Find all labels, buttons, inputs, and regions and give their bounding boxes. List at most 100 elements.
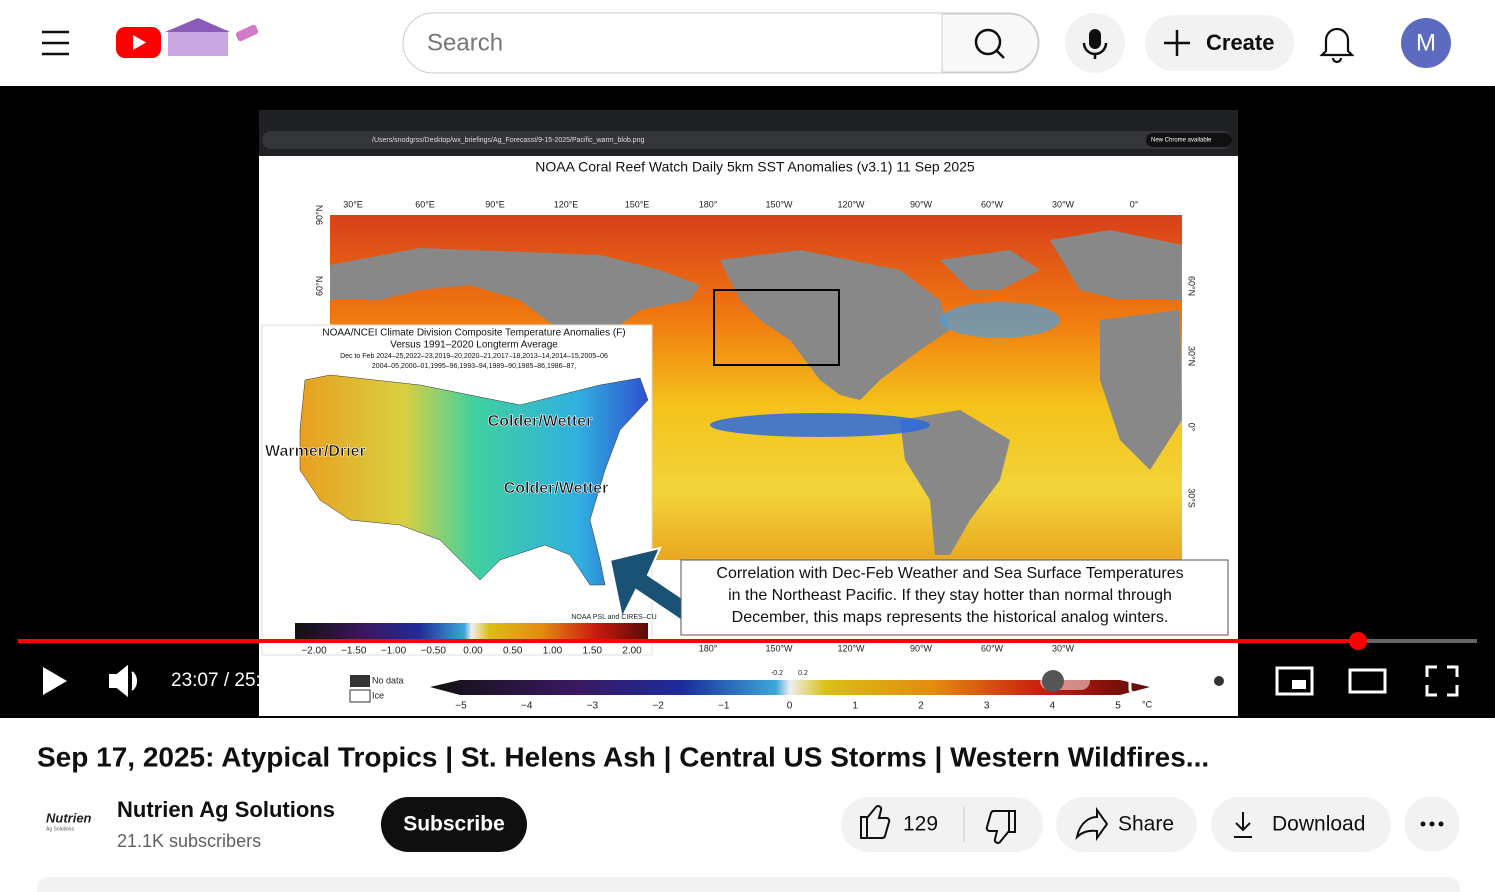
- sst-scale-label: 1: [852, 701, 858, 712]
- inset-scale-label: −1.00: [381, 646, 407, 657]
- channel-logo-text: Nutrien: [46, 810, 92, 825]
- longitude-label: 120°W: [837, 199, 865, 209]
- sst-unit: °C: [1142, 699, 1153, 709]
- longitude-label: 90°E: [485, 199, 505, 209]
- sst-colorbar: [430, 680, 1150, 695]
- sst-small-label: -0.2: [771, 670, 783, 677]
- menu-button[interactable]: [42, 30, 69, 56]
- search-icon: [974, 28, 1002, 56]
- subscribe-button[interactable]: [381, 797, 527, 852]
- dislike-button[interactable]: [985, 810, 1016, 844]
- theater-button[interactable]: [1348, 668, 1387, 694]
- sst-scale-label: 2: [918, 701, 924, 712]
- ice-swatch: [349, 689, 371, 703]
- miniplayer-button[interactable]: [1275, 666, 1314, 696]
- search-box[interactable]: [402, 12, 1040, 74]
- longitude-label: 30°E: [343, 199, 363, 209]
- cc-button[interactable]: [1128, 667, 1164, 695]
- logo[interactable]: [116, 18, 259, 58]
- longitude-label: 60°W: [981, 643, 1004, 653]
- url: /Users/snodgrss/Desktop/wx_briefings/Ag_…: [372, 137, 644, 144]
- create-button[interactable]: [1145, 15, 1294, 71]
- sst-scale-label: −4: [521, 701, 533, 712]
- like-button[interactable]: [860, 805, 891, 839]
- sst-scale-label: −1: [718, 701, 730, 712]
- longitude-label: 150°W: [765, 643, 793, 653]
- header: Search Create M: [0, 0, 1495, 86]
- caption-line: in the Northeast Pacific. If they stay h…: [728, 587, 1172, 604]
- region-label: Colder/Wetter: [488, 413, 593, 430]
- latitude-label: 60°N: [1187, 276, 1197, 296]
- video-title: Sep 17, 2025: Atypical Tropics | St. Hel…: [37, 741, 1209, 772]
- sst-small-label: 0.2: [798, 670, 808, 677]
- inset-scale-label: 1.00: [543, 646, 563, 657]
- inset-scale-label: 1.50: [583, 646, 603, 657]
- inset-scale-label: 0.00: [463, 646, 483, 657]
- no-data-swatch: [350, 675, 370, 687]
- longitude-label: 90°W: [910, 199, 933, 209]
- longitude-label: 180°: [699, 199, 718, 209]
- latitude-label: 60°N: [314, 276, 324, 296]
- subscribe-label: Subscribe: [403, 813, 505, 836]
- caption-box: [680, 559, 1229, 636]
- cold-tongue: [710, 413, 930, 437]
- sst-scale-label: −2: [652, 701, 664, 712]
- map-title: NOAA Coral Reef Watch Daily 5km SST Anom…: [535, 159, 975, 175]
- longitude-label: 60°E: [415, 199, 435, 209]
- longitude-label: 150°W: [765, 199, 793, 209]
- share-label: Share: [1118, 813, 1174, 836]
- share-button[interactable]: [1056, 797, 1197, 852]
- sst-scale-label: 0: [787, 701, 793, 712]
- inset-scale-label: 2.00: [622, 646, 642, 657]
- address-bar: [262, 131, 1232, 149]
- create-label: Create: [1206, 30, 1274, 55]
- channel-logo-sub: Ag Solutions: [46, 826, 75, 832]
- download-button[interactable]: [1211, 797, 1391, 852]
- sst-scale-label: 5: [1115, 701, 1121, 712]
- land: [330, 230, 1182, 555]
- fullscreen-button[interactable]: [1425, 665, 1459, 697]
- play-button[interactable]: [43, 667, 67, 695]
- cold-patch: [940, 302, 1060, 338]
- region-label: Warmer/Drier: [265, 443, 366, 460]
- sst-scale-label: 3: [984, 701, 990, 712]
- longitude-label: 150°E: [625, 199, 650, 209]
- us-map: [299, 374, 649, 586]
- inset-colorbar: [295, 623, 648, 640]
- legend-no-data: No data: [372, 675, 404, 685]
- longitude-label: 120°W: [837, 643, 865, 653]
- caption-line: December, this maps represents the histo…: [732, 609, 1169, 626]
- like-dislike: [841, 797, 1043, 852]
- latitude-label: 30°S: [1187, 488, 1197, 508]
- search-placeholder: Search: [427, 29, 503, 56]
- video-player[interactable]: /Users/snodgrss/Desktop/wx_briefings/Ag_…: [0, 86, 1495, 718]
- caption-line: Correlation with Dec-Feb Weather and Sea…: [716, 565, 1183, 582]
- channel-name[interactable]: Nutrien Ag Solutions: [117, 797, 335, 822]
- volume-button[interactable]: [109, 664, 138, 698]
- longitude-label: 60°W: [981, 199, 1004, 209]
- progress-handle[interactable]: [1349, 632, 1367, 650]
- time: 23:07 / 25:11: [171, 670, 281, 691]
- search-button[interactable]: [941, 13, 1039, 73]
- avatar-letter: M: [1416, 29, 1436, 56]
- latitude-label: 90°N: [314, 205, 324, 225]
- subscriber-count: 21.1K subscribers: [117, 831, 261, 851]
- inset-scale-label: 0.50: [503, 646, 523, 657]
- chrome-notice-bg: [1146, 133, 1232, 147]
- longitude-label: 30°W: [1052, 643, 1075, 653]
- avatar[interactable]: [1401, 18, 1451, 68]
- channel-logo[interactable]: Nutrien Ag Solutions: [46, 810, 92, 832]
- longitude-label: 30°W: [1052, 199, 1075, 209]
- longitude-label: 180°: [699, 643, 718, 653]
- latitude-label: 0°: [1187, 423, 1197, 432]
- inset-scale-label: −1.50: [341, 646, 367, 657]
- longitude-label: 90°W: [910, 643, 933, 653]
- legend-ice: Ice: [372, 690, 384, 700]
- inset-scale-label: −0.50: [421, 646, 447, 657]
- description-box: [37, 877, 1460, 892]
- inset-title: 2004–05,2000–01,1995–96,1993–94,1989–90,…: [372, 363, 576, 370]
- chrome-notice: New Chrome available: [1151, 138, 1212, 144]
- notifications[interactable]: [1319, 27, 1355, 64]
